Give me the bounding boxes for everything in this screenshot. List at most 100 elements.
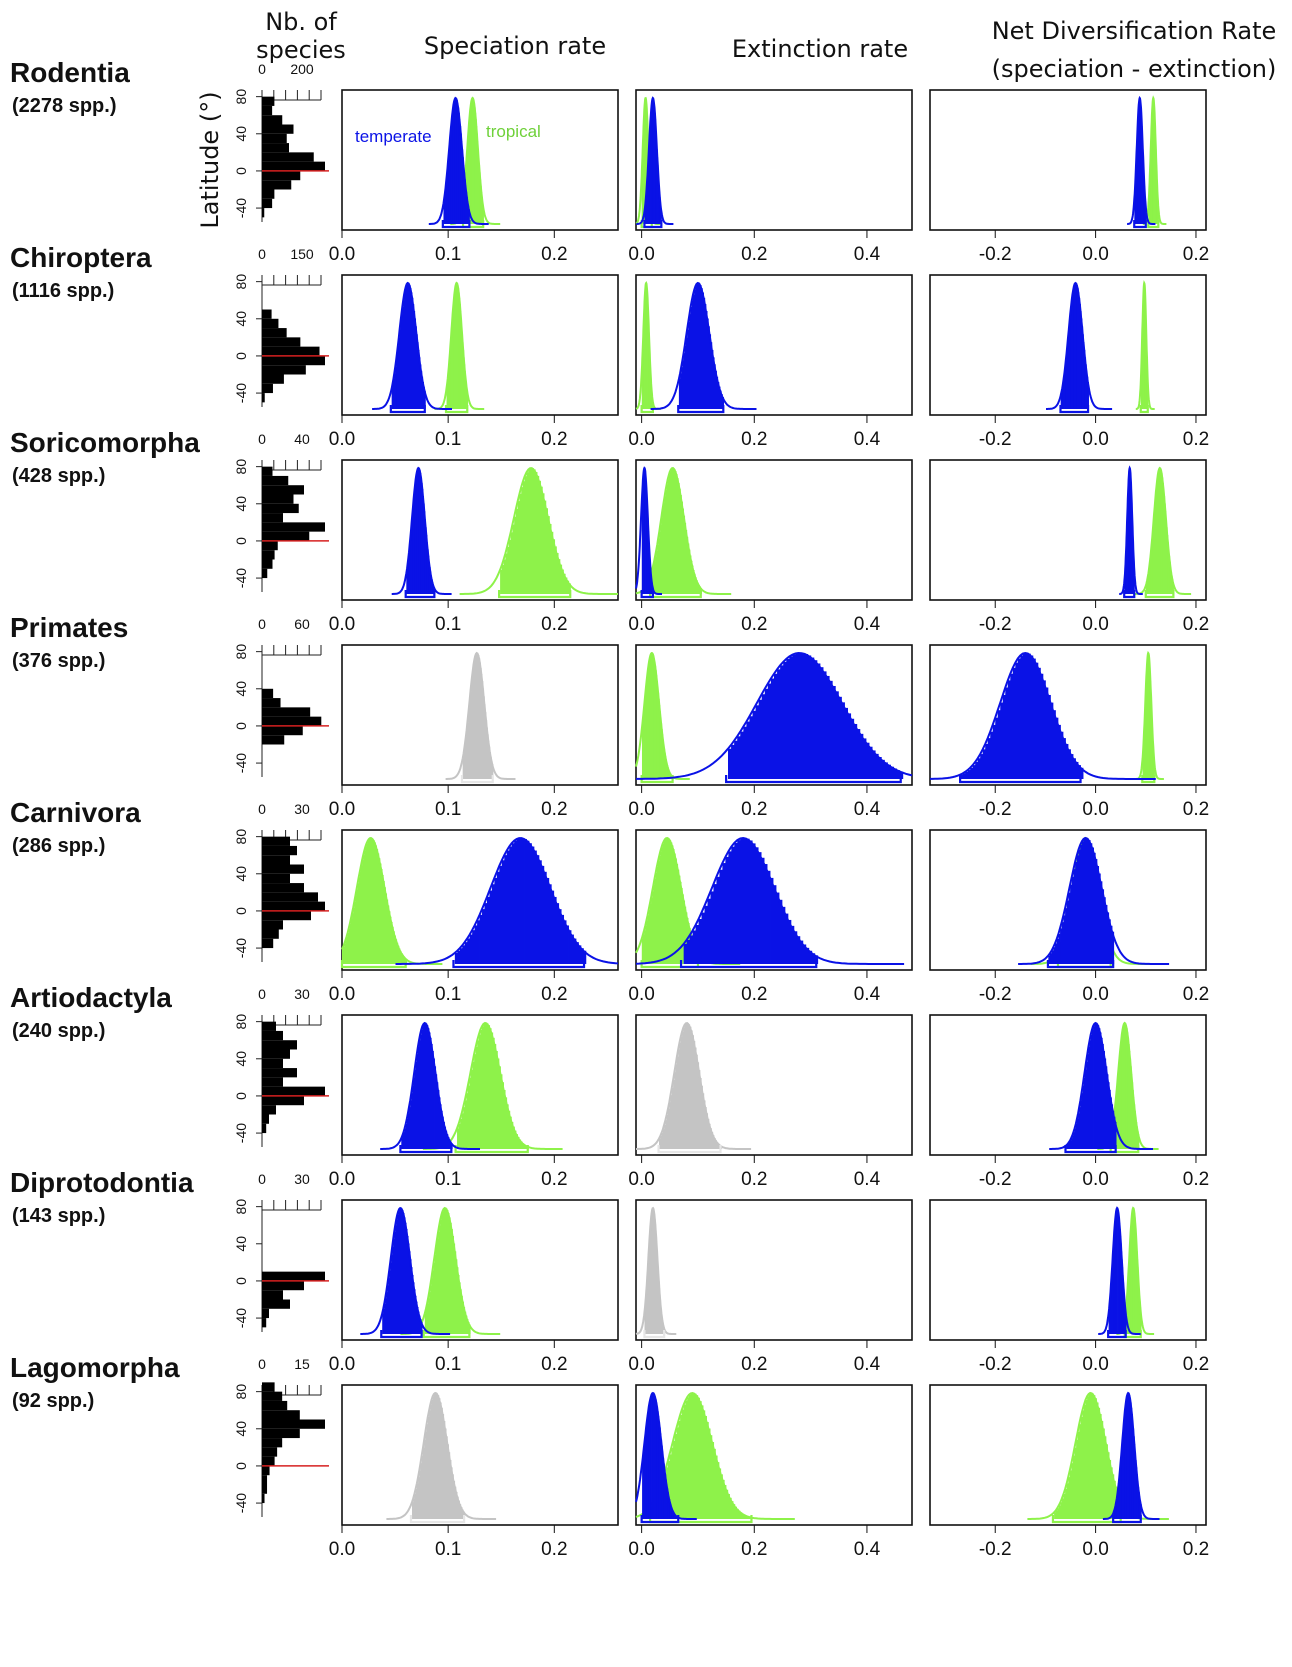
density-bin-tropical <box>386 899 389 964</box>
density-bin-tropical <box>475 1046 478 1149</box>
density-bin-tropical <box>669 1454 672 1519</box>
density-bin-temperate <box>422 381 424 409</box>
density-bin-pooled <box>436 1393 438 1519</box>
density-bin-tropical <box>1057 1508 1060 1519</box>
density-bin-tropical <box>465 376 467 409</box>
density-bin-temperate <box>1096 1023 1099 1149</box>
density-bin-tropical <box>729 1497 732 1519</box>
density-bin-temperate <box>464 172 466 224</box>
density-bin-tropical <box>484 1023 487 1149</box>
density-bin-tropical <box>1167 534 1169 594</box>
density-bin-pooled <box>463 753 465 779</box>
density-bin-tropical <box>561 569 564 594</box>
x-tick-label: 0.0 <box>1082 984 1108 1005</box>
density-bin-temperate <box>1083 1077 1086 1149</box>
latitude-bar <box>262 688 274 699</box>
density-bin-tropical <box>554 546 557 594</box>
density-bin-tropical <box>666 762 668 779</box>
x-tick-label: 0.4 <box>854 1169 881 1190</box>
density-bin-temperate <box>1005 687 1009 779</box>
density-bin-tropical <box>495 1050 498 1149</box>
density-bin-pooled <box>657 1266 659 1334</box>
density-bin-pooled <box>680 1036 683 1149</box>
density-bin-temperate <box>575 942 579 964</box>
density-bin-tropical <box>452 1235 455 1334</box>
density-bin-temperate <box>418 468 420 594</box>
latitude-bar <box>262 855 290 865</box>
density-bin-temperate <box>385 1298 387 1334</box>
density-bin-tropical <box>1152 538 1154 594</box>
density-bin-temperate <box>701 912 705 964</box>
latitude-bar <box>262 485 304 495</box>
density-bin-temperate <box>688 321 690 409</box>
density-bin-temperate <box>415 1061 418 1149</box>
density-bin-tropical <box>1082 1410 1085 1519</box>
density-bin-tropical <box>472 1061 475 1149</box>
density-bin-temperate <box>1075 761 1079 779</box>
density-bin-pooled <box>459 1504 462 1519</box>
latitude-bar <box>262 1308 269 1319</box>
density-bin-temperate <box>446 1134 449 1149</box>
latitude-bar <box>262 698 281 708</box>
density-bin-tropical <box>459 304 461 409</box>
speciation-panel: 0.0 0.1 0.2 <box>329 459 619 635</box>
density-bin-temperate <box>420 473 422 594</box>
density-bin-tropical <box>677 869 680 964</box>
density-bin-temperate <box>728 851 732 964</box>
density-bin-pooled <box>649 1233 651 1334</box>
density-bin-tropical <box>655 556 657 594</box>
density-bin-temperate <box>1047 694 1051 779</box>
density-bin-tropical <box>459 297 461 409</box>
density-bin-temperate <box>1135 1459 1137 1519</box>
legend-tropical: tropical <box>486 122 541 141</box>
density-bin-temperate <box>1067 1143 1070 1149</box>
density-bin-temperate <box>728 748 732 779</box>
density-bin-tropical <box>1131 1214 1133 1334</box>
density-bin-temperate <box>447 1137 450 1149</box>
latitude-bar <box>262 559 273 569</box>
density-bin-temperate <box>412 304 415 409</box>
density-bin-temperate <box>802 944 807 964</box>
density-bin-temperate <box>725 856 729 964</box>
density-bin-tropical <box>456 283 458 409</box>
density-bin-temperate <box>649 144 650 224</box>
species-tick-label: 0 <box>258 1171 266 1187</box>
density-bin-temperate <box>716 876 720 964</box>
density-bin-temperate <box>580 948 584 964</box>
density-bin-tropical <box>666 484 669 594</box>
density-bin-temperate <box>856 729 861 779</box>
density-bin-pooled <box>446 1436 448 1519</box>
density-bin-tropical <box>655 872 658 964</box>
density-bin-tropical <box>355 895 357 964</box>
density-bin-temperate <box>708 326 710 409</box>
density-bin-tropical <box>684 522 687 594</box>
density-bin-temperate <box>808 950 813 964</box>
density-bin-tropical <box>563 573 566 594</box>
density-bin-tropical <box>429 1292 431 1334</box>
density-bin-tropical <box>662 843 665 964</box>
density-bin-tropical <box>492 1037 495 1149</box>
density-bin-tropical <box>671 845 674 964</box>
species-count-label: (376 spp.) <box>12 650 105 672</box>
density-bin-tropical <box>1112 1474 1115 1519</box>
density-bin-temperate <box>436 1082 439 1149</box>
density-bin-temperate <box>411 1093 413 1149</box>
density-bin-tropical <box>1132 1089 1134 1149</box>
density-bin-pooled <box>480 667 482 779</box>
density-bin-temperate <box>431 579 433 594</box>
density-bin-temperate <box>1140 1500 1142 1519</box>
density-bin-temperate <box>1112 931 1115 964</box>
density-bin-temperate <box>695 924 699 964</box>
density-bin-tropical <box>559 564 563 594</box>
density-bin-temperate <box>710 891 714 964</box>
density-bin-temperate <box>962 773 966 779</box>
density-bin-temperate <box>752 710 756 779</box>
density-bin-temperate <box>1126 1396 1128 1519</box>
density-bin-temperate <box>1073 758 1076 779</box>
density-bin-pooled <box>451 1467 453 1519</box>
density-bin-tropical <box>381 869 383 964</box>
density-bin-temperate <box>454 952 458 964</box>
density-bin-temperate <box>433 1058 435 1149</box>
density-bin-pooled <box>712 1135 715 1149</box>
